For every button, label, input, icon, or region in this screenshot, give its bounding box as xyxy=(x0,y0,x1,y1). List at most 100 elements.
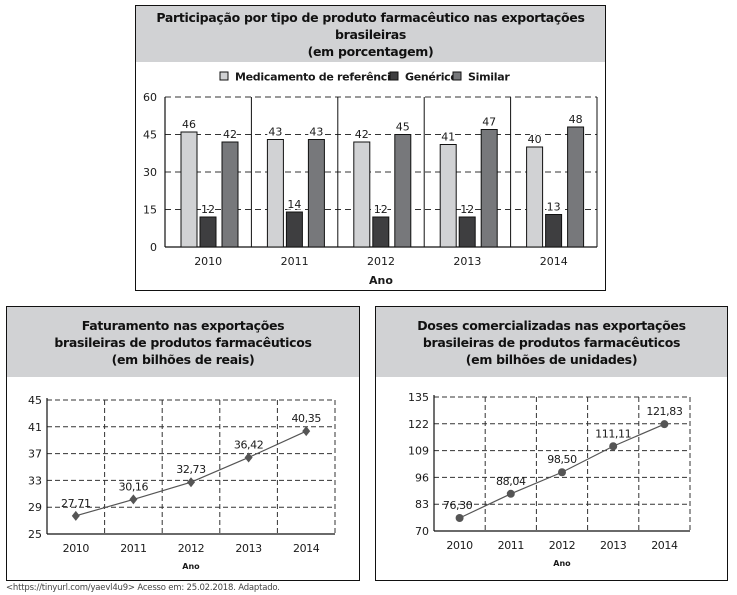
bar-x-tick-label: 2014 xyxy=(540,255,568,268)
revenue-chart-title-line-2: brasileiras de produtos farmacêuticos xyxy=(54,334,312,350)
bar-y-tick-label: 15 xyxy=(143,204,157,217)
bar-y-tick-label: 45 xyxy=(143,129,157,142)
doses-point-2013 xyxy=(609,442,618,451)
doses-data-label: 98,50 xyxy=(547,453,577,466)
revenue-point-2010 xyxy=(71,510,80,521)
doses-point-2010 xyxy=(455,514,464,523)
revenue-y-tick-label: 41 xyxy=(28,421,42,434)
bar-0-2011 xyxy=(266,139,284,248)
revenue-y-tick-label: 25 xyxy=(28,528,42,541)
bar-x-axis-label: Ano xyxy=(369,274,393,287)
bar-data-label: 42 xyxy=(223,128,237,141)
bar-x-tick-label: 2012 xyxy=(367,255,395,268)
revenue-x-tick-label: 2014 xyxy=(293,542,320,555)
legend-swatch-1 xyxy=(389,71,399,81)
doses-y-tick-label: 109 xyxy=(408,445,429,458)
revenue-y-tick-label: 45 xyxy=(28,394,42,407)
doses-data-label: 121,83 xyxy=(646,405,682,418)
bar-2-2013 xyxy=(480,129,498,248)
revenue-y-tick-label: 33 xyxy=(28,474,42,487)
bar-x-tick-label: 2011 xyxy=(281,255,309,268)
bar-2-2011 xyxy=(307,139,325,248)
doses-x-tick-label: 2010 xyxy=(446,539,473,552)
bar-data-label: 45 xyxy=(396,121,410,134)
legend-swatch-0 xyxy=(219,71,229,81)
bar-chart-title-line-1: Participação por tipo de produto farmacê… xyxy=(156,9,585,42)
revenue-x-tick-label: 2011 xyxy=(120,542,146,555)
bar-data-label: 46 xyxy=(182,118,196,131)
doses-y-tick-label: 122 xyxy=(408,418,429,431)
revenue-data-label: 36,42 xyxy=(234,438,264,451)
source-note: <https://tinyurl.com/yaevl4u9> Acesso em… xyxy=(6,583,280,593)
bar-1-2010 xyxy=(199,216,217,248)
bar-data-label: 42 xyxy=(355,128,369,141)
doses-chart-title-line-2: brasileiras de produtos farmacêuticos xyxy=(422,334,681,350)
bar-data-label: 43 xyxy=(309,126,323,139)
doses-x-tick-label: 2013 xyxy=(600,539,627,552)
doses-x-tick-label: 2012 xyxy=(549,539,575,552)
bar-1-2014 xyxy=(545,214,563,248)
bar-0-2013 xyxy=(439,144,457,248)
legend-swatch-2 xyxy=(452,71,462,81)
bar-0-2010 xyxy=(180,131,198,248)
bar-data-label: 12 xyxy=(201,203,215,216)
revenue-data-label: 30,16 xyxy=(119,480,149,493)
doses-chart-title-line-1: Doses comercializadas nas exportações xyxy=(417,317,686,333)
revenue-point-2011 xyxy=(129,494,138,505)
legend-label-1: Genérico xyxy=(405,71,458,84)
revenue-chart-panel: Faturamento nas exportações brasileiras … xyxy=(6,306,360,581)
revenue-y-tick-label: 29 xyxy=(28,501,42,514)
revenue-data-label: 40,35 xyxy=(291,412,321,425)
bar-1-2013 xyxy=(458,216,476,248)
bar-y-tick-label: 60 xyxy=(143,91,157,104)
doses-chart-title: Doses comercializadas nas exportações br… xyxy=(376,307,727,377)
bar-1-2012 xyxy=(372,216,390,248)
doses-point-2012 xyxy=(558,468,566,477)
bar-data-label: 12 xyxy=(374,203,388,216)
doses-y-tick-label: 70 xyxy=(415,525,429,538)
revenue-chart-title-line-3: (em bilhões de reais) xyxy=(111,351,255,367)
doses-x-tick-label: 2011 xyxy=(498,539,524,552)
doses-x-tick-label: 2014 xyxy=(651,539,678,552)
revenue-data-label: 32,73 xyxy=(176,463,206,476)
revenue-data-label: 27,71 xyxy=(61,497,91,510)
bar-data-label: 14 xyxy=(287,198,301,211)
bar-x-tick-label: 2013 xyxy=(453,255,481,268)
revenue-point-2013 xyxy=(244,452,253,463)
bar-2-2014 xyxy=(567,126,585,248)
legend-label-0: Medicamento de referência xyxy=(235,71,398,84)
revenue-point-2014 xyxy=(302,426,311,437)
doses-chart-title-line-3: (em bilhões de unidades) xyxy=(465,351,638,367)
revenue-chart-title-line-1: Faturamento nas exportações xyxy=(81,317,285,333)
bar-data-label: 40 xyxy=(528,133,542,146)
bar-1-2011 xyxy=(285,211,303,248)
revenue-chart-title: Faturamento nas exportações brasileiras … xyxy=(7,307,359,377)
revenue-y-tick-label: 37 xyxy=(28,448,42,461)
bar-y-tick-label: 0 xyxy=(150,241,157,254)
doses-point-2011 xyxy=(506,489,515,498)
revenue-x-axis-label: Ano xyxy=(182,562,200,571)
bar-0-2014 xyxy=(526,146,544,248)
bar-chart-title-line-2: (em porcentagem) xyxy=(307,43,434,59)
doses-x-axis-label: Ano xyxy=(553,559,571,568)
revenue-x-tick-label: 2013 xyxy=(235,542,262,555)
doses-y-tick-label: 83 xyxy=(415,498,429,511)
bar-x-tick-label: 2010 xyxy=(194,255,222,268)
bar-data-label: 47 xyxy=(482,116,496,129)
revenue-x-tick-label: 2012 xyxy=(178,542,204,555)
bar-data-label: 41 xyxy=(441,131,455,144)
bar-data-label: 12 xyxy=(460,203,474,216)
doses-data-label: 88,04 xyxy=(496,475,526,488)
bar-y-tick-label: 30 xyxy=(143,166,157,179)
bar-data-label: 48 xyxy=(569,113,583,126)
bar-chart-title: Participação por tipo de produto farmacê… xyxy=(136,6,605,62)
doses-y-tick-label: 96 xyxy=(415,471,429,484)
doses-data-label: 111,11 xyxy=(595,427,631,440)
revenue-point-2012 xyxy=(187,477,195,488)
bar-data-label: 43 xyxy=(268,126,282,139)
bar-0-2012 xyxy=(353,141,371,248)
bar-data-label: 13 xyxy=(547,201,561,214)
revenue-x-tick-label: 2010 xyxy=(63,542,90,555)
bar-2-2010 xyxy=(221,141,239,248)
